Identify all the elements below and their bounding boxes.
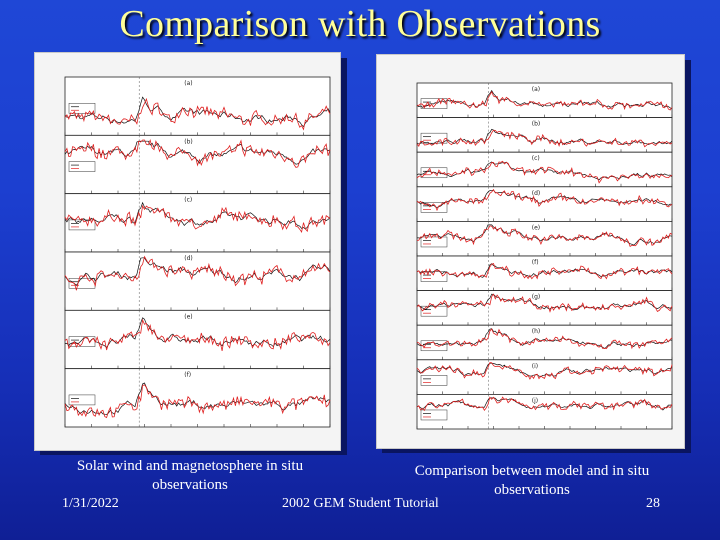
right-subplot-letter: (h)	[532, 328, 540, 335]
footer-date: 1/31/2022	[62, 496, 119, 511]
right-subplot	[416, 220, 673, 257]
right-subplot-letter: (j)	[532, 397, 538, 404]
right-model-trace	[416, 129, 673, 148]
left-subplot-letter: (c)	[184, 197, 192, 204]
left-figure-plot: (a) (b) (c) (d) (e) (f)	[64, 76, 331, 428]
left-subplot-letter: (b)	[184, 138, 193, 145]
left-observed-trace	[64, 201, 331, 230]
left-figure: (a) (b) (c) (d) (e) (f)	[34, 52, 341, 451]
right-model-trace	[416, 160, 673, 184]
left-subplot-letter: (f)	[184, 372, 191, 379]
right-subplot	[416, 290, 673, 326]
left-observed-trace	[64, 257, 331, 286]
right-subplot-letter: (i)	[532, 363, 538, 370]
left-model-trace	[64, 97, 331, 131]
left-subplot	[64, 368, 331, 428]
right-subplot-letter: (d)	[532, 190, 541, 197]
right-subplot-letter: (b)	[532, 121, 541, 128]
left-subplot-letter: (e)	[184, 313, 192, 320]
left-model-trace	[64, 318, 331, 351]
right-caption: Comparison between model and in situ obs…	[414, 463, 650, 498]
footer-center: 2002 GEM Student Tutorial	[282, 496, 439, 511]
right-subplot-letter: (f)	[532, 259, 539, 266]
left-model-trace	[64, 384, 331, 419]
right-subplot	[416, 151, 673, 188]
left-model-trace	[64, 139, 331, 168]
right-model-trace	[417, 90, 673, 111]
right-observed-trace	[416, 128, 673, 145]
right-subplot	[416, 186, 673, 222]
right-observed-trace	[416, 224, 673, 246]
left-subplot	[64, 251, 331, 311]
left-model-trace	[64, 255, 331, 291]
right-figure: (a) (b) (c) (d) (e) (f) (g) (h) (i) (j)	[376, 54, 685, 449]
right-model-trace	[416, 328, 673, 350]
left-observed-trace	[64, 382, 331, 415]
right-observed-trace	[416, 293, 673, 311]
footer-page-number: 28	[646, 496, 660, 511]
left-subplot-letter: (a)	[184, 80, 192, 87]
right-model-trace	[416, 293, 673, 313]
right-observed-trace	[416, 362, 673, 377]
right-model-trace	[416, 188, 673, 212]
right-model-trace	[416, 262, 673, 280]
right-model-trace	[416, 396, 673, 412]
right-figure-plot: (a) (b) (c) (d) (e) (f) (g) (h) (i) (j)	[416, 82, 673, 430]
right-subplot-letter: (a)	[532, 86, 540, 93]
right-subplot	[416, 117, 673, 153]
right-subplot-letter: (c)	[532, 155, 540, 162]
right-subplot	[416, 393, 673, 430]
right-observed-trace	[416, 328, 673, 350]
right-model-trace	[416, 362, 673, 380]
left-observed-trace	[64, 317, 331, 349]
slide-title: Comparison with Observations	[119, 3, 601, 45]
right-subplot-letter: (g)	[532, 294, 541, 301]
left-model-trace	[64, 204, 331, 234]
right-subplot	[416, 82, 673, 118]
right-subplot	[416, 359, 673, 395]
left-subplot	[64, 193, 331, 253]
left-subplot-letter: (d)	[184, 255, 193, 262]
right-model-trace	[416, 225, 673, 247]
right-subplot-letter: (e)	[532, 224, 540, 231]
left-caption: Solar wind and magnetosphere in situ obs…	[76, 458, 304, 493]
